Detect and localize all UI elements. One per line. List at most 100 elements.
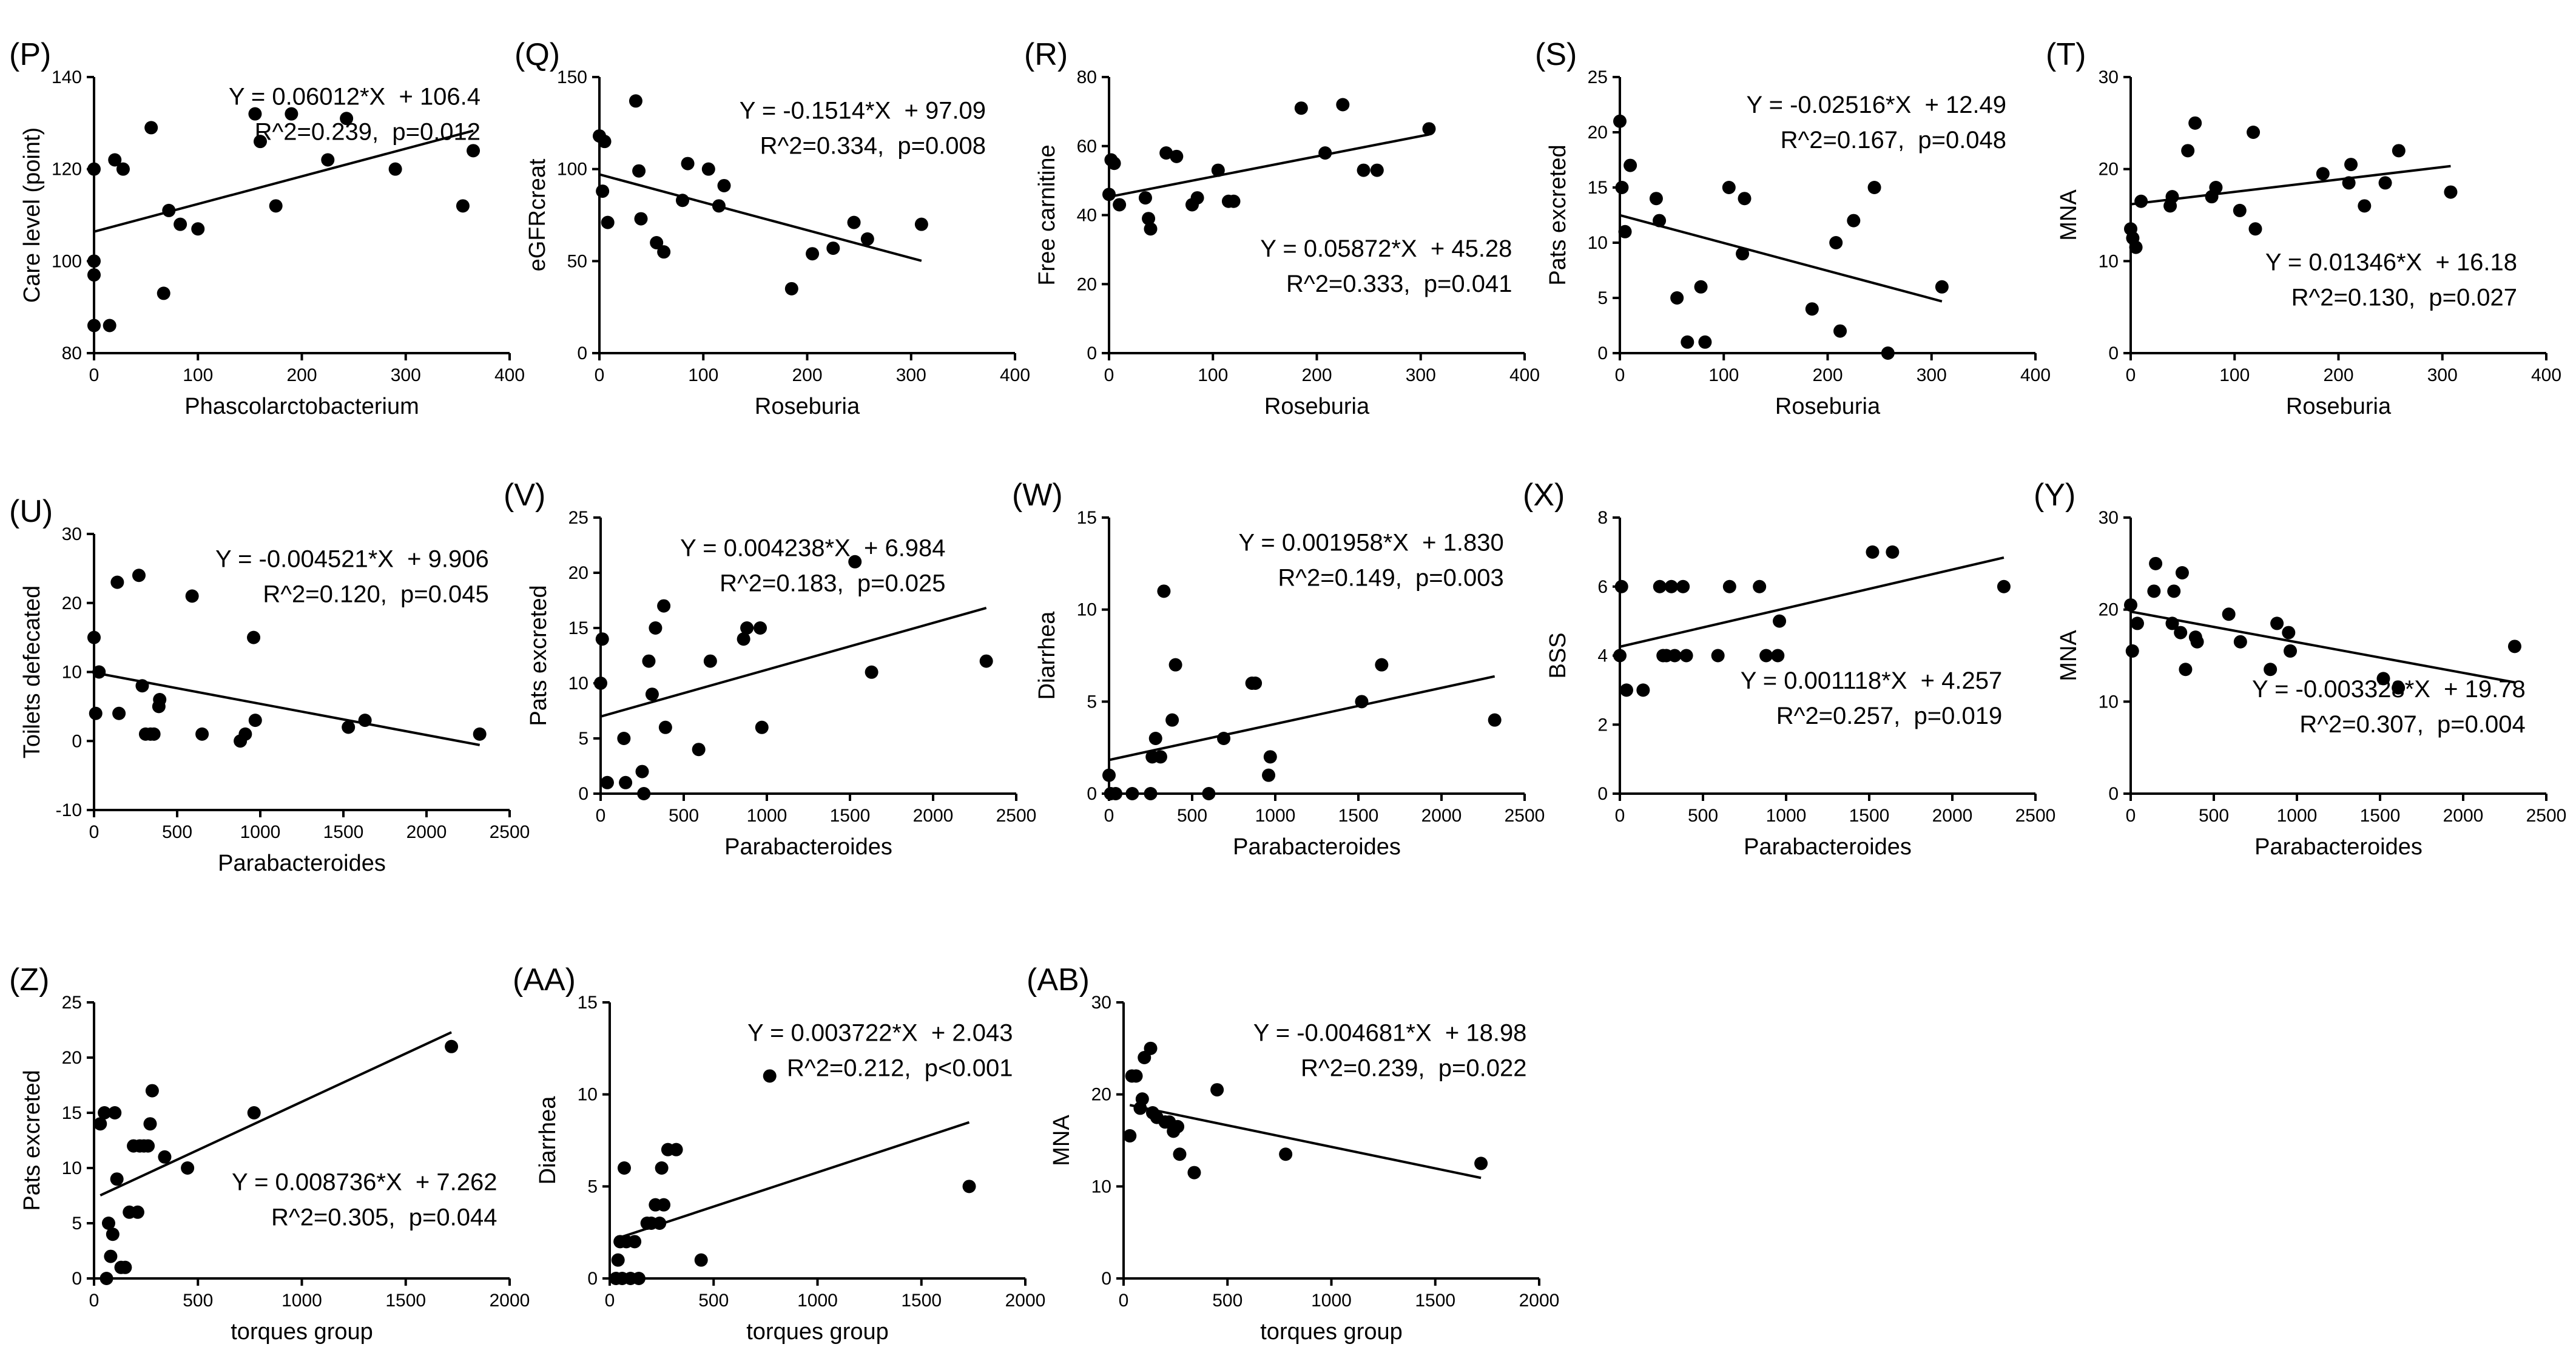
chart-8-x-tick-label: 2500 xyxy=(2015,806,2056,826)
chart-5-y-tick-label: 10 xyxy=(62,663,82,683)
chart-5-point xyxy=(195,727,209,741)
chart-10-point xyxy=(445,1039,459,1053)
chart-7-y-axis-title: Diarrhea xyxy=(1034,611,1060,700)
chart-12-y-tick-label: 20 xyxy=(1091,1085,1111,1105)
chart-9-point xyxy=(2233,635,2247,649)
chart-8-x-tick-label: 500 xyxy=(1688,806,1718,826)
chart-4-point xyxy=(2248,222,2262,236)
chart-3-point xyxy=(1867,181,1881,194)
chart-0-point xyxy=(162,203,176,217)
chart-9-point xyxy=(2222,607,2236,621)
chart-3-point xyxy=(1829,236,1843,249)
chart-8-point xyxy=(1711,649,1725,663)
chart-5-point xyxy=(147,727,161,741)
chart-4-point xyxy=(2358,199,2372,213)
chart-7-panel-label: (W) xyxy=(1012,478,1063,513)
chart-7-point xyxy=(1168,658,1182,672)
chart-9-point xyxy=(2149,556,2163,570)
chart-2-y-tick-label: 20 xyxy=(1077,274,1097,294)
chart-10-y-axis-title: Pats excreted xyxy=(19,1070,45,1210)
chart-2-point xyxy=(1422,122,1436,136)
chart-1-point xyxy=(650,236,664,249)
chart-12-panel-label: (AB) xyxy=(1027,962,1090,998)
chart-4-x-tick-label: 300 xyxy=(2427,365,2458,385)
chart-1-point xyxy=(657,245,671,259)
chart-7-point xyxy=(1153,750,1167,764)
chart-12-y-tick-label: 0 xyxy=(1101,1269,1111,1289)
chart-0-y-tick-label: 120 xyxy=(52,160,82,180)
chart-1-y-axis-title: eGFRcreat xyxy=(525,158,550,271)
chart-8-point xyxy=(1759,649,1773,663)
chart-0-point xyxy=(388,162,402,176)
chart-11-annotation-line: Y = 0.003722*X + 2.043 xyxy=(747,1020,1013,1047)
chart-1-x-tick-label: 100 xyxy=(688,365,718,385)
chart-8-fit-line xyxy=(1619,556,2004,648)
chart-0-point xyxy=(174,217,187,231)
chart-7-y-tick-label: 10 xyxy=(1077,600,1097,620)
chart-8-y-tick-label: 6 xyxy=(1597,577,1608,597)
chart-4-point xyxy=(2392,144,2406,158)
chart-3-point xyxy=(1736,247,1750,261)
chart-10-point xyxy=(181,1161,195,1175)
chart-6-y-tick-label: 20 xyxy=(568,563,588,583)
chart-6-point xyxy=(692,743,706,757)
chart-8-x-tick-label: 1500 xyxy=(1849,806,1890,826)
chart-3-point xyxy=(1653,214,1667,228)
chart-5-point xyxy=(135,679,149,693)
chart-6-annotation-line: Y = 0.004238*X + 6.984 xyxy=(680,535,945,562)
chart-1-point xyxy=(629,94,642,108)
chart-11-annotation-line: R^2=0.212, p<0.001 xyxy=(787,1055,1013,1082)
chart-5-point xyxy=(247,630,261,644)
chart-10-point xyxy=(158,1150,172,1164)
chart-3-point xyxy=(1615,181,1629,194)
chart-0-point xyxy=(191,222,205,236)
chart-10-x-tick-label: 1500 xyxy=(385,1291,426,1311)
chart-9-point xyxy=(2165,616,2179,630)
chart-4-x-tick-label: 400 xyxy=(2531,365,2561,385)
chart-0-point xyxy=(103,319,116,333)
chart-0-x-tick-label: 200 xyxy=(286,365,317,385)
chart-7-y-tick-label: 15 xyxy=(1077,508,1097,528)
chart-12-point xyxy=(1474,1156,1488,1170)
chart-11-x-tick-label: 500 xyxy=(698,1291,729,1311)
chart-5-annotation-line: Y = -0.004521*X + 9.906 xyxy=(215,546,489,573)
chart-5-point xyxy=(89,706,103,720)
chart-8-point xyxy=(1722,579,1736,593)
chart-8-x-tick-label: 2000 xyxy=(1932,806,1973,826)
chart-9-point xyxy=(2179,663,2193,677)
chart-4-point xyxy=(2342,176,2356,190)
chart-7-annotation-line: R^2=0.149, p=0.003 xyxy=(1278,565,1503,592)
chart-6-y-tick-label: 0 xyxy=(578,784,588,804)
chart-8-y-tick-label: 4 xyxy=(1597,646,1608,666)
chart-3-point xyxy=(1613,114,1627,128)
chart-3-x-tick-label: 300 xyxy=(1917,365,1947,385)
chart-3-point xyxy=(1649,192,1663,206)
chart-2-point xyxy=(1294,101,1308,115)
chart-0-y-tick-label: 80 xyxy=(62,343,82,363)
chart-7-point xyxy=(1144,787,1158,800)
chart-8-point xyxy=(1886,545,1900,559)
chart-4-point xyxy=(2344,158,2358,172)
chart-11-point xyxy=(628,1235,642,1249)
chart-10-x-axis-title: torques group xyxy=(231,1319,373,1345)
chart-0-point xyxy=(321,153,335,167)
chart-2-point xyxy=(1144,222,1158,236)
chart-5-y-tick-label: 20 xyxy=(62,593,82,613)
chart-1-point xyxy=(860,232,874,246)
chart-8-point xyxy=(1613,649,1627,663)
chart-11-x-tick-label: 1500 xyxy=(901,1291,942,1311)
chart-2-point xyxy=(1211,163,1225,177)
chart-5-x-tick-label: 500 xyxy=(162,822,192,842)
chart-1-x-tick-label: 200 xyxy=(792,365,822,385)
chart-4-point xyxy=(2316,167,2330,181)
chart-1-point xyxy=(784,282,798,295)
chart-2-x-tick-label: 300 xyxy=(1406,365,1436,385)
chart-3-x-tick-label: 100 xyxy=(1708,365,1739,385)
chart-10-y-tick-label: 25 xyxy=(62,993,82,1013)
chart-8-point xyxy=(1668,649,1682,663)
chart-3-y-tick-label: 10 xyxy=(1588,233,1608,253)
chart-11-x-tick-label: 1000 xyxy=(797,1291,838,1311)
chart-12-x-tick-label: 0 xyxy=(1119,1291,1129,1311)
chart-0-point xyxy=(87,319,101,333)
